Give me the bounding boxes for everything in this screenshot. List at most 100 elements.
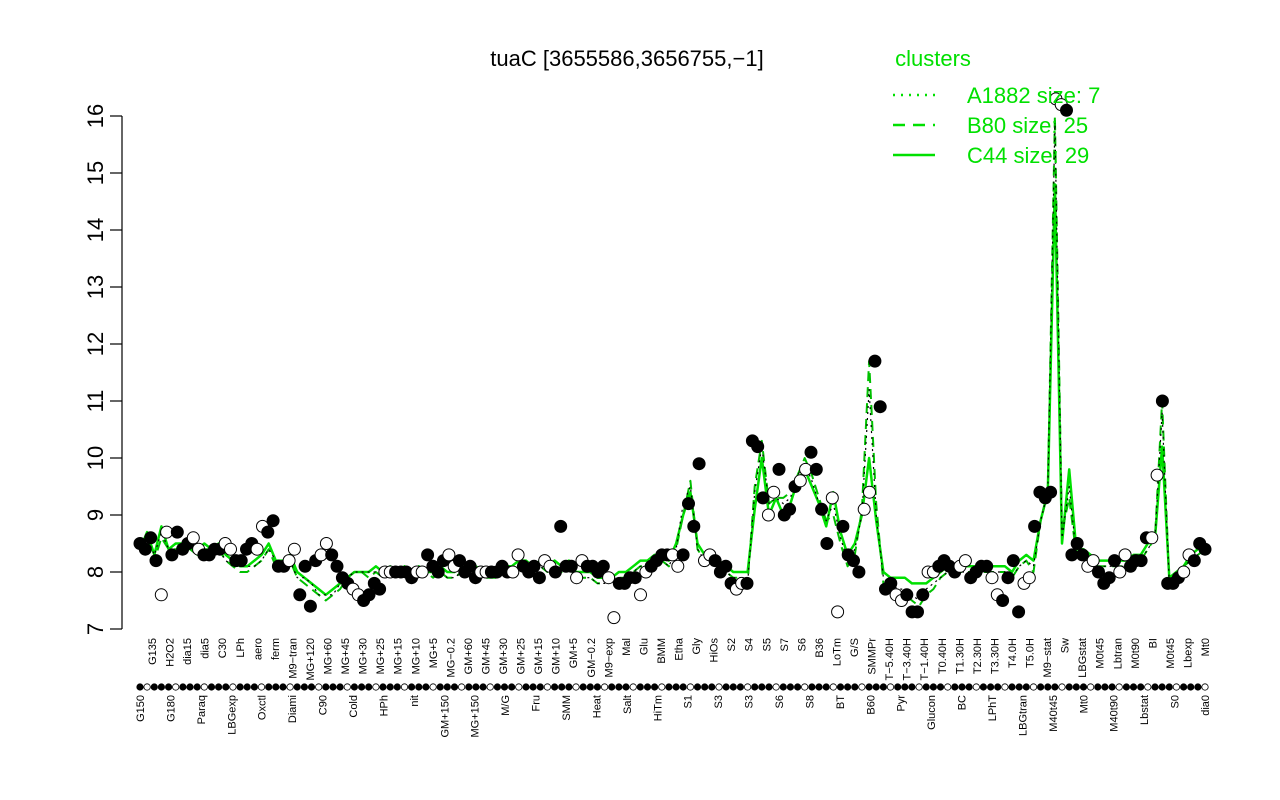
y-tick-label: 7 bbox=[83, 623, 108, 635]
data-point bbox=[1155, 394, 1169, 408]
x-rug-mark bbox=[786, 683, 795, 691]
x-tick-label: S3 bbox=[713, 695, 725, 708]
data-point bbox=[527, 559, 541, 573]
x-rug-mark bbox=[944, 683, 952, 691]
x-rug-mark bbox=[236, 683, 244, 691]
x-rug-mark bbox=[600, 683, 609, 691]
x-rug-mark bbox=[1122, 683, 1131, 691]
data-point bbox=[1044, 485, 1058, 499]
x-tick-label: M/G bbox=[500, 695, 512, 716]
x-rug-mark bbox=[722, 683, 730, 691]
data-point bbox=[873, 400, 887, 414]
data-point bbox=[431, 565, 445, 579]
y-tick-label: 10 bbox=[83, 446, 108, 470]
y-tick-label: 14 bbox=[83, 218, 108, 242]
x-rug-mark bbox=[1137, 683, 1145, 691]
x-rug-mark bbox=[743, 683, 752, 691]
data-point bbox=[868, 354, 882, 368]
x-tick-label: HiTm bbox=[652, 695, 664, 721]
x-rug-mark bbox=[300, 683, 308, 691]
x-tick-label: GM−0.2 bbox=[586, 638, 598, 677]
x-tick-label: nit bbox=[409, 695, 421, 707]
x-tick-label: Heat bbox=[591, 695, 603, 718]
series-lines bbox=[138, 115, 1206, 608]
data-point bbox=[421, 548, 435, 562]
x-rug-mark bbox=[608, 683, 616, 691]
x-rug-mark bbox=[1022, 683, 1030, 691]
x-tick-label: Sw bbox=[1060, 638, 1072, 653]
x-tick-label: GM+15 bbox=[533, 638, 545, 674]
x-rug-mark bbox=[808, 683, 816, 691]
x-rug-mark bbox=[457, 683, 466, 691]
x-rug-mark bbox=[622, 683, 630, 691]
x-rug-mark bbox=[658, 683, 666, 691]
x-rug-mark bbox=[279, 683, 287, 691]
legend-title: clusters bbox=[895, 46, 971, 71]
x-tick-label: S7 bbox=[779, 638, 791, 651]
data-point bbox=[442, 548, 456, 562]
data-point bbox=[852, 565, 866, 579]
x-rug-mark bbox=[908, 683, 916, 691]
data-point bbox=[532, 571, 546, 585]
data-point bbox=[330, 559, 344, 573]
x-rug-mark bbox=[336, 683, 344, 691]
data-point bbox=[554, 519, 568, 533]
x-rug-mark bbox=[379, 683, 387, 691]
data-point bbox=[1076, 548, 1089, 562]
data-point bbox=[1102, 571, 1116, 585]
x-tick-label: GM+45 bbox=[480, 638, 492, 674]
x-rug-mark bbox=[329, 683, 337, 691]
data-point bbox=[154, 588, 168, 602]
x-tick-label: G/S bbox=[849, 638, 861, 657]
data-point bbox=[793, 474, 807, 488]
x-tick-label: C30 bbox=[217, 638, 229, 658]
data-point bbox=[596, 559, 610, 573]
x-rug-mark bbox=[836, 683, 845, 691]
x-rug-mark bbox=[579, 683, 587, 691]
x-rug-mark bbox=[593, 683, 602, 691]
x-rug-mark bbox=[693, 683, 702, 691]
x-rug-mark bbox=[586, 683, 594, 691]
x-tick-label: T−3.40H bbox=[902, 638, 914, 681]
x-rug-mark bbox=[215, 683, 223, 691]
x-rug-mark bbox=[1172, 683, 1181, 691]
x-tick-label: M0t45 bbox=[1095, 638, 1107, 669]
x-tick-label: MG−0.2 bbox=[445, 638, 457, 677]
x-rug-mark bbox=[951, 683, 959, 691]
data-point bbox=[884, 576, 898, 590]
x-rug-mark bbox=[172, 683, 180, 691]
x-rug-mark bbox=[1201, 683, 1209, 691]
data-point bbox=[373, 582, 387, 596]
x-tick-label: Etha bbox=[674, 637, 686, 661]
x-rug-mark bbox=[443, 683, 451, 691]
x-tick-label: MG+30 bbox=[358, 638, 370, 674]
x-tick-label: S3 bbox=[744, 695, 756, 708]
x-rug-mark bbox=[265, 683, 273, 691]
x-rug-mark bbox=[536, 683, 544, 691]
x-tick-label: G180 bbox=[165, 695, 177, 722]
x-tick-label: Lbexp bbox=[1183, 638, 1195, 668]
x-rug-mark bbox=[250, 683, 258, 691]
x-tick-label: Paraq bbox=[196, 695, 208, 724]
data-point bbox=[804, 445, 818, 459]
data-point bbox=[847, 554, 860, 568]
x-tick-label: HiOs bbox=[709, 638, 721, 663]
x-tick-label: LBGstat bbox=[1077, 638, 1089, 678]
x-rug-mark bbox=[1151, 683, 1159, 691]
x-rug-mark bbox=[1087, 683, 1095, 691]
x-tick-label: T2.30H bbox=[972, 638, 984, 674]
x-tick-label: MG+45 bbox=[340, 638, 352, 674]
data-point bbox=[548, 565, 562, 579]
x-rug-mark bbox=[515, 683, 523, 691]
x-rug-mark bbox=[1058, 683, 1066, 691]
x-tick-label: S5 bbox=[761, 638, 773, 651]
x-tick-label: M9−stat bbox=[1042, 638, 1054, 677]
x-tick-label: dia15 bbox=[182, 638, 194, 665]
x-rug-mark bbox=[1065, 683, 1073, 691]
x-tick-label: Fru bbox=[531, 695, 543, 712]
x-tick-label: Glucon bbox=[926, 695, 938, 730]
x-rug-mark bbox=[872, 683, 880, 691]
x-tick-label: M0t90 bbox=[1130, 638, 1142, 669]
x-rug-mark bbox=[393, 683, 401, 691]
